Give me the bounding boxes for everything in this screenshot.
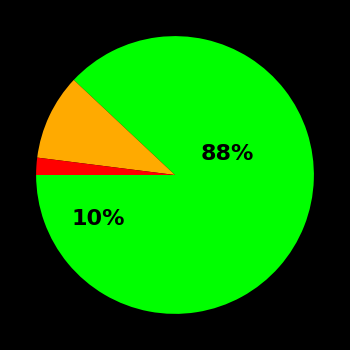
Text: 88%: 88% — [201, 144, 254, 164]
Wedge shape — [37, 80, 175, 175]
Wedge shape — [36, 36, 314, 314]
Text: 10%: 10% — [72, 209, 125, 230]
Wedge shape — [36, 158, 175, 175]
